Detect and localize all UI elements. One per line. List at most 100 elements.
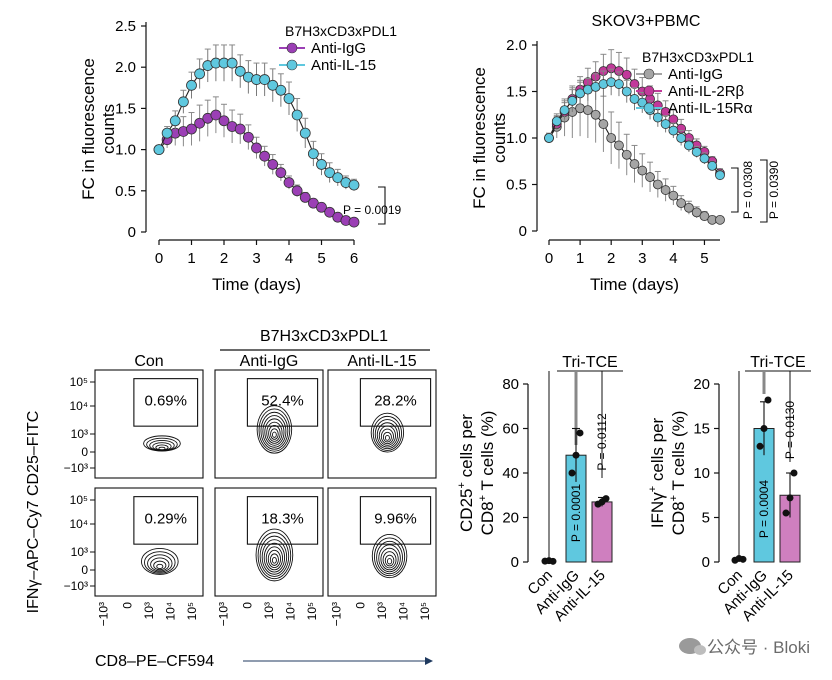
watermark-text: 公众号 · Bloki [707,638,810,657]
data-point [234,65,246,77]
x-tick-label: 3 [252,250,260,267]
data-point [684,140,694,151]
data-point [652,112,663,123]
legend-swatch-marker [643,102,655,114]
contour-line [256,405,293,454]
chart-title: Tri-TCE [562,354,617,371]
y-tick-label: 1.5 [506,84,527,101]
sample-point [764,396,772,404]
data-point [210,109,222,121]
sample-point [786,494,794,502]
y-tick-label: 0.5 [115,183,136,200]
contour-line [376,422,398,448]
contour-line [261,539,288,575]
gate-percentage: 28.2% [374,393,417,410]
data-point [684,202,694,213]
data-point [614,140,624,151]
flow-panel [327,369,437,479]
x-tick-label: 4 [285,250,293,267]
flow-x-tick-label: −10³ [217,602,231,626]
y-tick-label: 0.5 [506,177,527,194]
flow-y-tick-label: 10³ [71,427,88,441]
data-point [660,185,671,195]
contour-line [150,557,170,572]
data-point [259,150,271,162]
column-label: Anti-IgG [240,353,299,370]
x-tick-label: 1 [187,250,195,267]
data-point [629,79,640,89]
flow-y-tick-label: 10⁴ [69,399,88,413]
flow-y-axis-label: IFNγ–APC–Cy7 CD25–FITC [25,411,42,614]
contour-line [269,553,279,566]
contour-line [380,547,399,571]
flow-panel [94,487,204,597]
gate-percentage: 0.29% [144,511,187,528]
flow-x-tick-label: 10⁴ [164,602,178,621]
column-label: Con [134,353,163,370]
contour-line [386,558,393,565]
flow-y-tick-label: 10⁴ [69,517,88,531]
line-chart-right: 0 0.5 1.0 1.5 2.0 0 1 2 3 4 5 Time (days) FC in fluo… [470,13,781,294]
p-value-label: P = 0.0004 [757,480,771,538]
chart-title: Tri-TCE [750,354,805,371]
data-point [629,94,640,104]
flow-panel [214,487,324,597]
y-axis-label-line2: counts [99,104,118,154]
data-point [621,149,632,160]
flow-x-tick-label: 0 [120,602,134,609]
x-axis-label: Time (days) [590,275,679,294]
sample-point [576,429,584,437]
contour-line [144,551,176,574]
flow-x-tick-label: 10⁵ [185,602,199,620]
x-tick-label: 4 [669,250,677,267]
flow-y-tick-label: 10⁵ [70,493,88,507]
flow-y-tick-label: 10³ [71,545,88,559]
y-tick-label: 0 [511,554,519,571]
data-point [637,165,648,176]
data-point [567,95,578,106]
data-point [660,119,671,129]
legend-label: Anti-IL-15Rα [668,100,753,117]
contour-line [265,546,284,571]
y-tick-label: 1.5 [115,100,136,117]
data-point [291,185,303,197]
y-tick-label: 60 [502,421,519,438]
contour-line [263,542,286,573]
contour-line [258,408,291,452]
data-point [283,93,295,104]
data-point [575,88,585,99]
data-point [699,153,710,164]
y-axis-label-line2: CD8+ T cells (%) [668,411,688,536]
y-axis-label: IFNγ+ cells per [647,417,667,528]
flow-x-tick-label: 10⁴ [284,602,298,621]
data-point [645,172,655,182]
data-point [251,142,262,154]
data-point [275,84,287,96]
contour-line [374,419,400,450]
flow-x-axis-label: CD8–PE–CF594 [95,653,214,670]
y-axis-label: FC in fluorescence [470,67,489,209]
legend-title: B7H3xCD3xPDL1 [285,23,397,39]
x-tick-label: 1 [576,250,584,267]
p-value-label: P = 0.0308 [741,161,755,219]
contour-line [260,411,289,450]
data-point [629,159,640,169]
y-tick-label: 5 [702,510,710,527]
gate-box [246,378,319,427]
group-header: B7H3xCD3xPDL1 [260,328,388,345]
data-point [332,172,344,184]
contour-line [264,418,285,446]
data-point [691,147,702,157]
contour-line [384,554,395,567]
data-point [267,159,279,170]
data-point [194,68,206,80]
data-point [153,144,165,156]
sample-point [602,495,610,503]
data-point [715,214,725,225]
data-point [291,109,303,121]
contour-line [376,540,403,575]
data-point [299,191,311,203]
contour-line [370,412,405,453]
chart-title: SKOV3+PBMC [592,13,701,30]
